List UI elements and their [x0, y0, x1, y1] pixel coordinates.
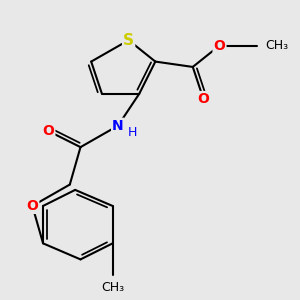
Text: O: O [197, 92, 209, 106]
Text: N: N [112, 119, 124, 133]
Text: O: O [43, 124, 54, 138]
Text: S: S [123, 33, 134, 48]
Text: H: H [128, 126, 137, 139]
Text: O: O [214, 38, 225, 52]
Text: O: O [26, 199, 38, 213]
Text: CH₃: CH₃ [265, 39, 288, 52]
Text: CH₃: CH₃ [101, 281, 124, 294]
